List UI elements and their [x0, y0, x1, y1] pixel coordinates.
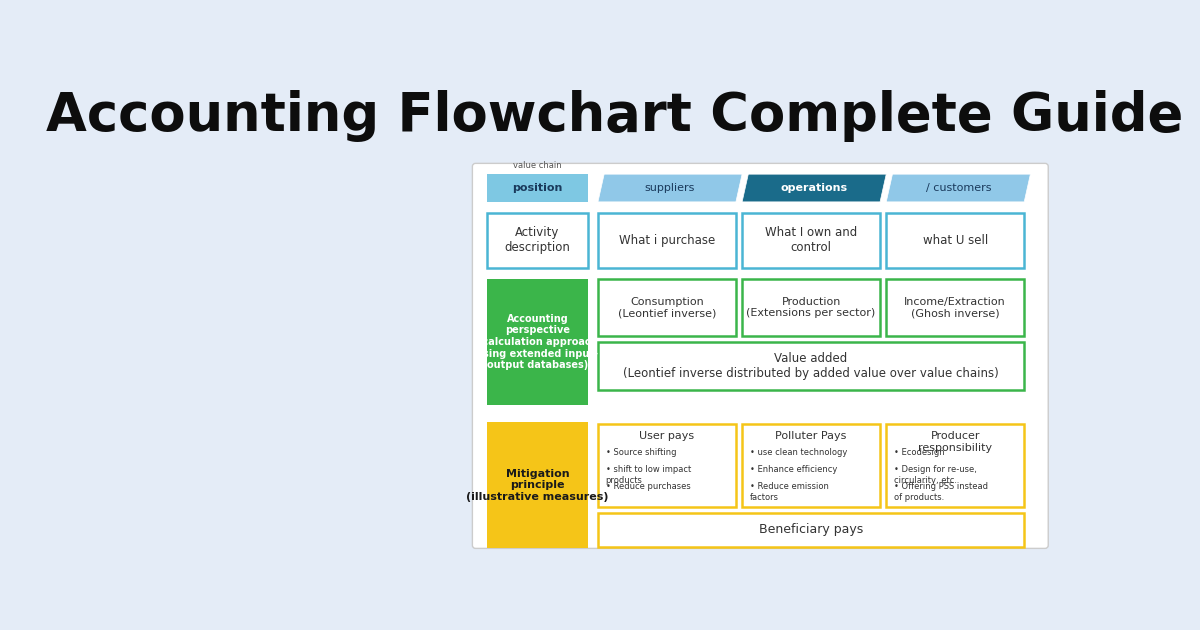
Text: What I own and
control: What I own and control	[764, 226, 857, 255]
FancyBboxPatch shape	[887, 423, 1025, 507]
Text: • Reduce purchases: • Reduce purchases	[606, 482, 690, 491]
Text: Activity
description: Activity description	[504, 226, 570, 255]
Text: value chain: value chain	[514, 161, 562, 169]
Polygon shape	[598, 174, 742, 202]
FancyBboxPatch shape	[473, 163, 1049, 548]
FancyBboxPatch shape	[487, 213, 588, 268]
FancyBboxPatch shape	[598, 513, 1025, 547]
FancyBboxPatch shape	[742, 423, 880, 507]
Text: / customers: / customers	[925, 183, 991, 193]
FancyBboxPatch shape	[598, 342, 1025, 390]
Text: • Design for re-use,
circularity, etc.: • Design for re-use, circularity, etc.	[894, 465, 977, 484]
FancyBboxPatch shape	[598, 279, 736, 336]
FancyBboxPatch shape	[887, 213, 1025, 268]
Text: Consumption
(Leontief inverse): Consumption (Leontief inverse)	[618, 297, 716, 318]
FancyBboxPatch shape	[742, 279, 880, 336]
FancyBboxPatch shape	[742, 213, 880, 268]
Text: suppliers: suppliers	[644, 183, 695, 193]
Text: Accounting
perspective
(calculation approach
using extended input-
output databa: Accounting perspective (calculation appr…	[476, 314, 599, 370]
Text: What i purchase: What i purchase	[619, 234, 715, 247]
Text: • Enhance efficiency: • Enhance efficiency	[750, 465, 838, 474]
Text: Producer
responsibility: Producer responsibility	[918, 432, 992, 453]
FancyBboxPatch shape	[887, 279, 1025, 336]
Text: • shift to low impact
products: • shift to low impact products	[606, 465, 691, 484]
FancyBboxPatch shape	[487, 422, 588, 548]
FancyBboxPatch shape	[598, 423, 736, 507]
Text: • Ecodesign: • Ecodesign	[894, 449, 944, 457]
Text: Value added
(Leontief inverse distributed by added value over value chains): Value added (Leontief inverse distribute…	[623, 352, 998, 380]
FancyBboxPatch shape	[598, 213, 736, 268]
FancyBboxPatch shape	[487, 174, 588, 202]
Text: Mitigation
principle
(illustrative measures): Mitigation principle (illustrative measu…	[467, 469, 608, 502]
Text: Income/Extraction
(Ghosh inverse): Income/Extraction (Ghosh inverse)	[905, 297, 1006, 318]
Polygon shape	[887, 174, 1031, 202]
Text: • Source shifting: • Source shifting	[606, 449, 677, 457]
Text: Beneficiary pays: Beneficiary pays	[758, 524, 863, 536]
Polygon shape	[742, 174, 887, 202]
Text: • Offering PSS instead
of products.: • Offering PSS instead of products.	[894, 482, 988, 501]
Text: Production
(Extensions per sector): Production (Extensions per sector)	[746, 297, 876, 318]
Text: Accounting Flowchart Complete Guide: Accounting Flowchart Complete Guide	[47, 89, 1183, 142]
Text: User pays: User pays	[640, 432, 695, 442]
Text: • use clean technology: • use clean technology	[750, 449, 847, 457]
Text: position: position	[512, 183, 563, 193]
Text: Polluter Pays: Polluter Pays	[775, 432, 847, 442]
Text: • Reduce emission
factors: • Reduce emission factors	[750, 482, 829, 501]
FancyBboxPatch shape	[487, 279, 588, 405]
Text: operations: operations	[781, 183, 847, 193]
Text: what U sell: what U sell	[923, 234, 988, 247]
